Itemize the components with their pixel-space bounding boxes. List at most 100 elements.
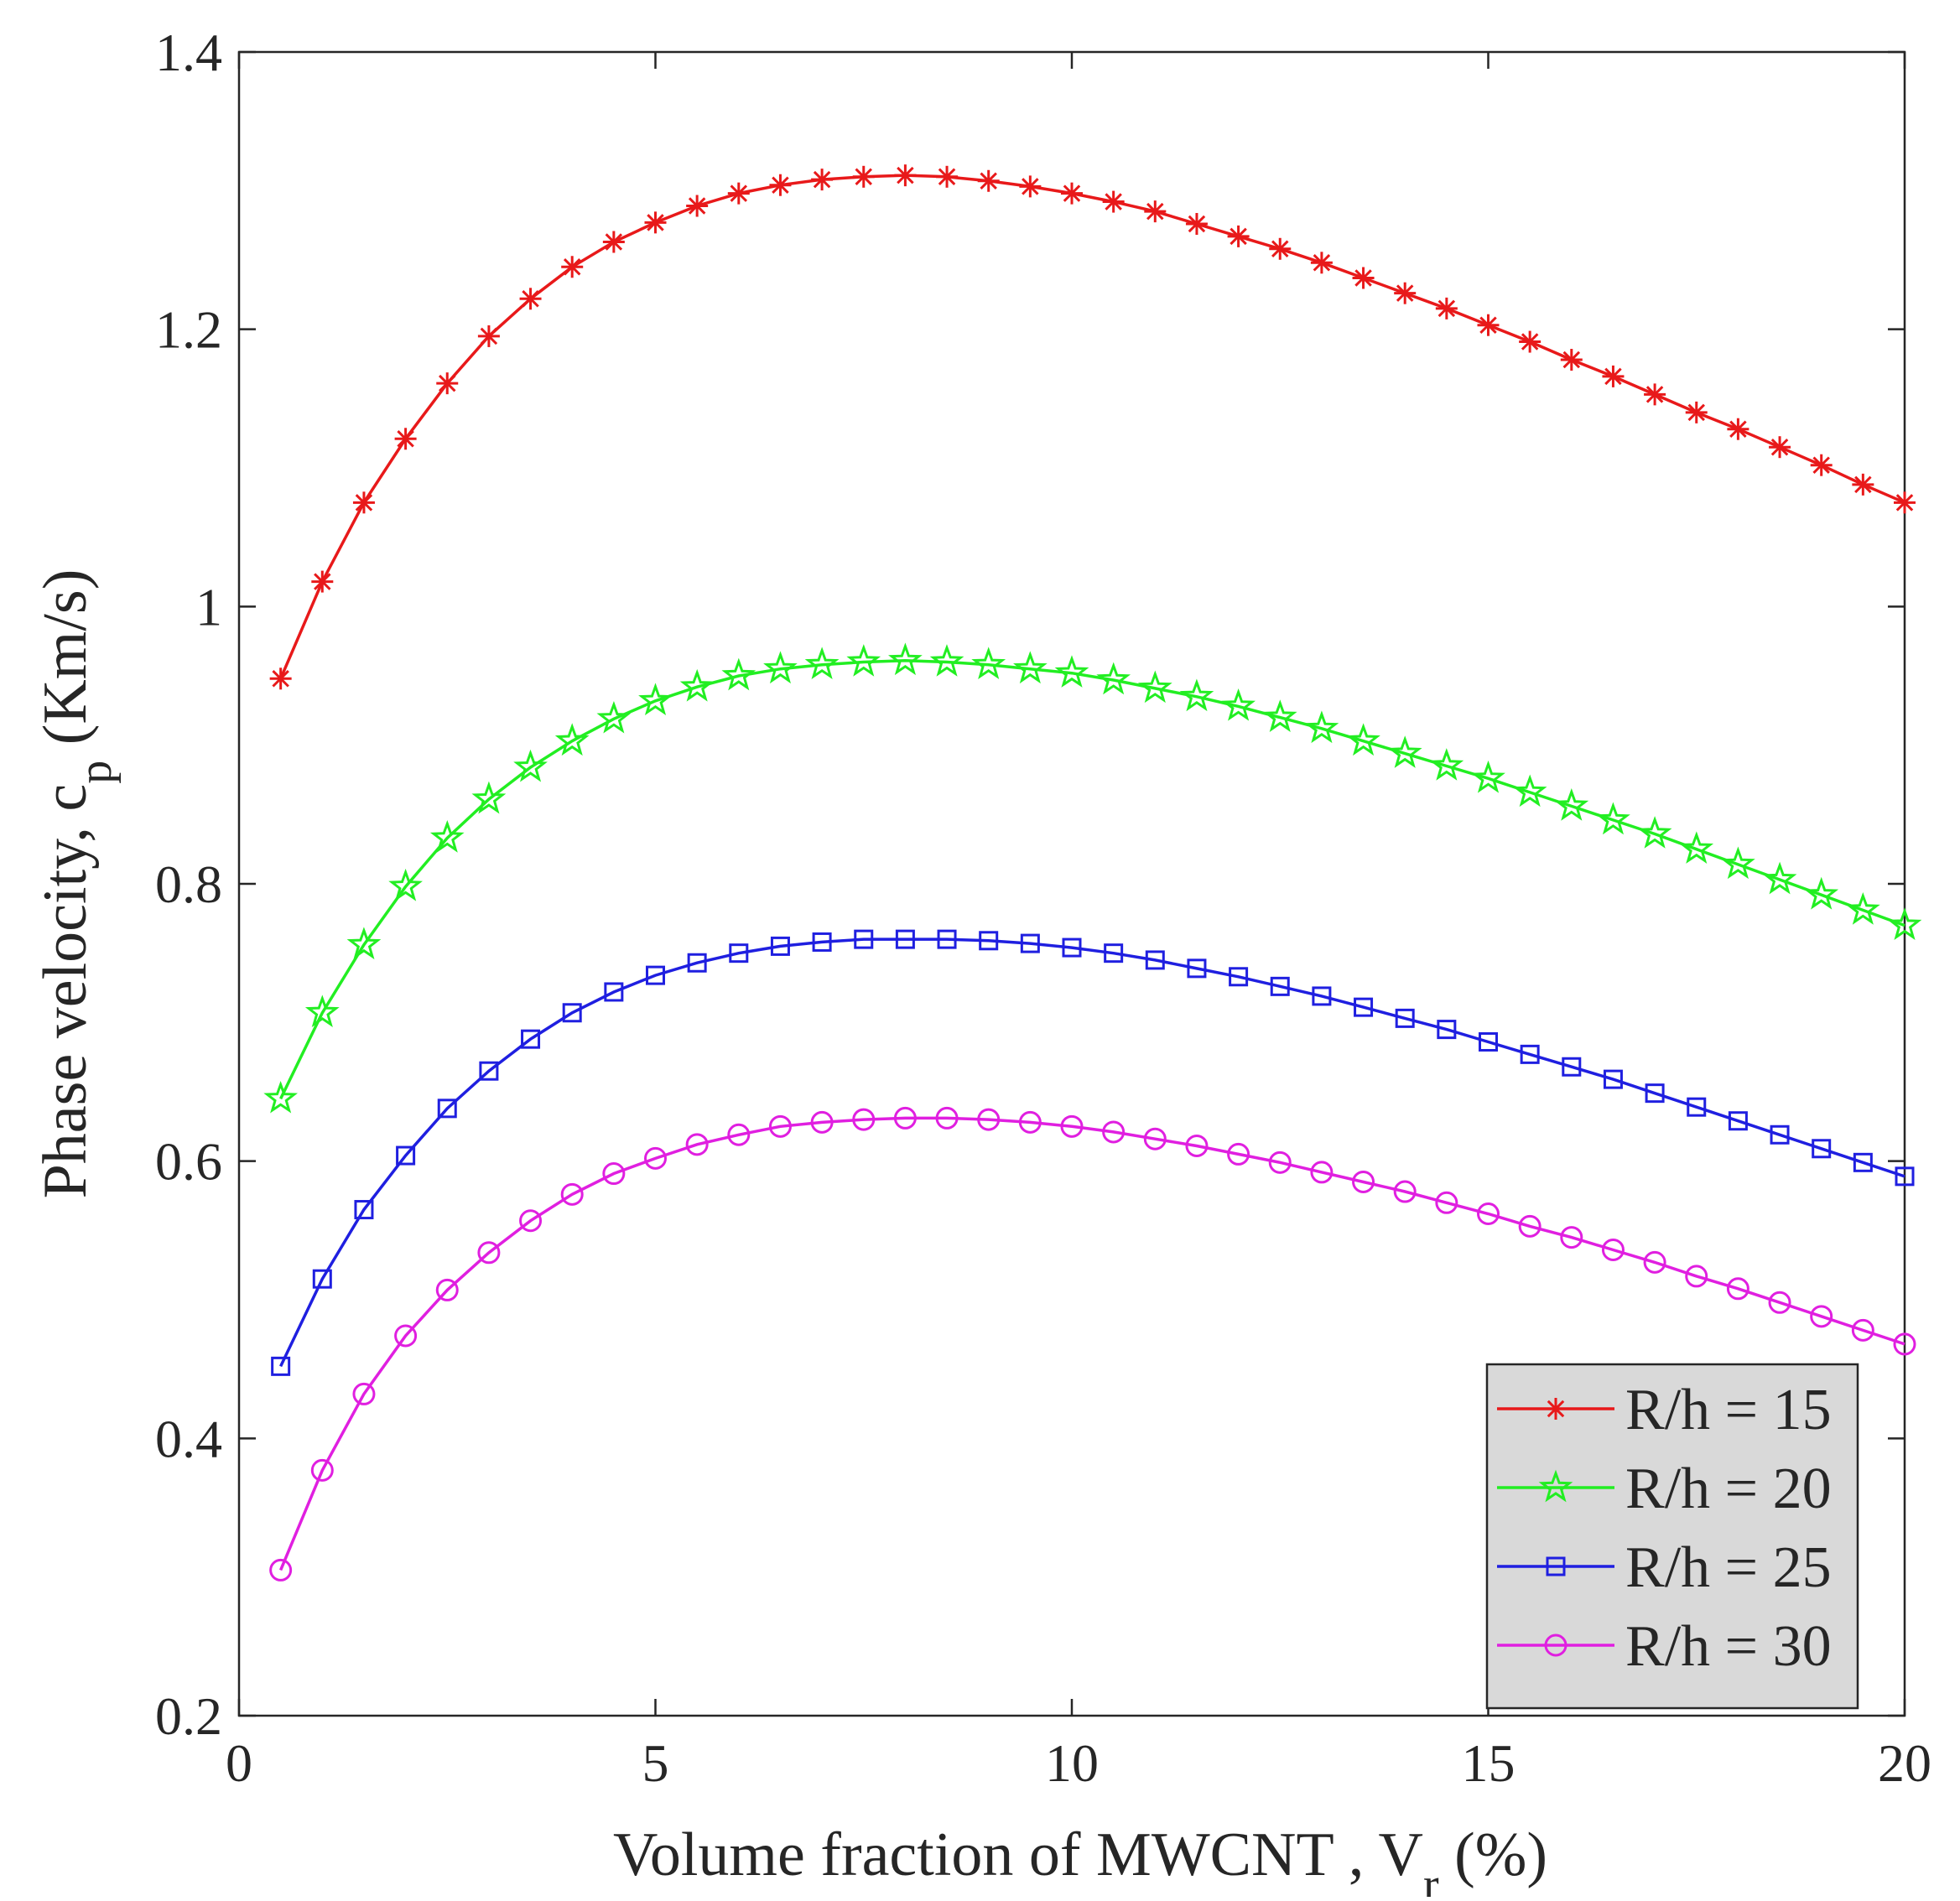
data-point	[1062, 938, 1082, 958]
data-point	[687, 953, 707, 973]
data-point	[1179, 678, 1214, 712]
data-point	[929, 644, 964, 677]
data-point	[1685, 1265, 1708, 1288]
data-point	[477, 325, 500, 347]
data-point	[1310, 1161, 1334, 1184]
data-point	[727, 1123, 751, 1146]
series-r-h-20	[263, 642, 1922, 1114]
data-point	[1602, 365, 1625, 387]
data-point	[638, 683, 673, 716]
data-point	[269, 1558, 293, 1582]
data-point	[977, 1108, 1001, 1131]
data-point	[519, 288, 542, 310]
data-point	[562, 1003, 582, 1023]
data-point	[394, 1324, 418, 1348]
data-point	[1603, 1069, 1623, 1089]
data-point	[1560, 1226, 1583, 1249]
series-line	[278, 1116, 1905, 1571]
data-point	[646, 965, 665, 985]
data-point	[1726, 1277, 1749, 1301]
data-point	[812, 932, 832, 952]
data-point	[1185, 213, 1208, 236]
data-point	[644, 1146, 667, 1170]
data-point	[1061, 182, 1083, 205]
data-point	[1102, 190, 1125, 213]
data-point	[770, 936, 790, 956]
data-point	[727, 182, 750, 205]
data-point	[888, 642, 923, 676]
data-point	[1894, 491, 1916, 514]
data-point	[1096, 662, 1131, 695]
axis-ticks: 0 5 10 15 20 0.2 0.4 0.6 0.8 1 1.2 1.4	[155, 23, 1931, 1793]
data-point	[854, 929, 874, 949]
data-point	[1185, 1134, 1209, 1157]
legend-marker	[1545, 1398, 1567, 1420]
data-point	[1846, 892, 1880, 925]
data-point	[1851, 1318, 1874, 1342]
data-point	[977, 169, 1000, 192]
data-point	[686, 195, 709, 217]
data-point	[1562, 1057, 1582, 1077]
data-point	[1554, 787, 1589, 821]
data-point	[1895, 1166, 1915, 1187]
legend-label: R/h = 25	[1625, 1535, 1832, 1600]
x-tick-label: 5	[642, 1733, 669, 1793]
data-point	[429, 820, 465, 853]
data-point	[1721, 846, 1755, 880]
data-point	[1387, 735, 1422, 768]
data-point	[1477, 314, 1500, 336]
data-point	[852, 165, 875, 188]
data-point	[1227, 225, 1250, 247]
data-point	[1145, 950, 1165, 970]
data-point	[1229, 967, 1249, 987]
data-point	[1679, 831, 1714, 864]
data-point	[1435, 1191, 1458, 1214]
data-point	[352, 491, 375, 514]
data-point	[1852, 473, 1874, 496]
x-tick-label: 15	[1462, 1733, 1515, 1793]
data-point	[1395, 1008, 1415, 1028]
data-point	[1560, 349, 1583, 371]
data-point	[1060, 1114, 1084, 1138]
data-point	[1019, 175, 1042, 198]
data-point	[1853, 1152, 1873, 1172]
legend-marker	[1538, 1469, 1573, 1503]
data-point	[346, 927, 382, 960]
data-point	[554, 723, 590, 756]
data-point	[1437, 1020, 1457, 1040]
data-point	[269, 667, 292, 690]
data-point	[513, 749, 548, 782]
data-point	[263, 1080, 298, 1114]
legend-item: R/h = 25	[1497, 1535, 1832, 1600]
data-point	[1768, 1291, 1791, 1314]
data-point	[271, 1356, 291, 1376]
data-point	[1144, 200, 1167, 223]
legend-item: R/h = 30	[1497, 1614, 1832, 1679]
data-point	[1477, 1202, 1500, 1225]
data-point	[1268, 1150, 1292, 1174]
data-point	[1304, 710, 1339, 744]
data-point	[1013, 651, 1048, 684]
legend-marker	[1544, 1634, 1567, 1657]
data-point	[935, 1106, 959, 1130]
data-point	[602, 231, 625, 253]
data-point	[1887, 907, 1922, 940]
y-tick-label: 1	[195, 577, 222, 636]
data-point	[1137, 670, 1172, 704]
y-tick-label: 0.2	[155, 1686, 222, 1746]
data-point	[979, 931, 999, 951]
data-point	[1018, 1110, 1042, 1134]
data-point	[1520, 1044, 1540, 1064]
series-layer	[263, 164, 1922, 1582]
data-point	[768, 1114, 792, 1138]
data-point	[561, 256, 584, 278]
data-point	[1893, 1332, 1916, 1356]
data-point	[394, 428, 417, 450]
data-point	[1429, 748, 1464, 781]
data-point	[1054, 655, 1089, 688]
series-line	[279, 659, 1905, 1100]
data-point	[1762, 861, 1797, 895]
series-r-h-30	[269, 1106, 1916, 1582]
